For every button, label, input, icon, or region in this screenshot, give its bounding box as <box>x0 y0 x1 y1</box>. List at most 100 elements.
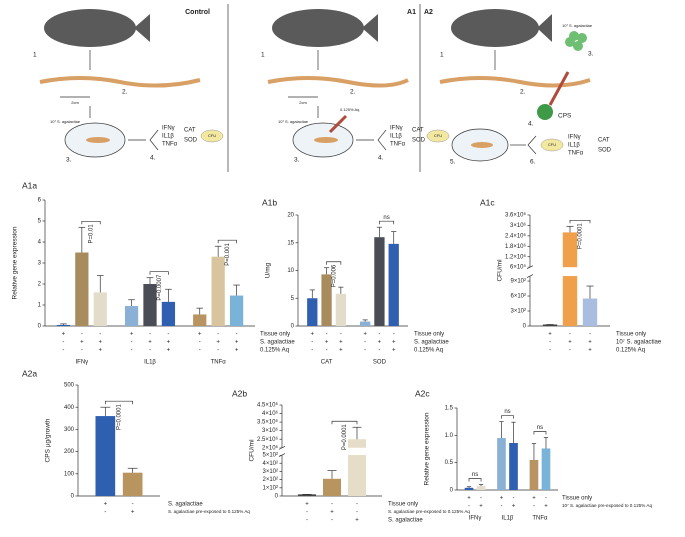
condition-sign: - <box>217 348 219 354</box>
annotation: P=0.006 <box>331 264 337 287</box>
treatment: 0.125% Aq <box>340 107 359 112</box>
y-tick-label: 6 <box>38 198 42 204</box>
condition-sign: + <box>479 504 483 510</box>
panel-title: A2b <box>232 388 247 398</box>
y-tick-label: 300 <box>64 427 75 433</box>
condition-label: Tissue only <box>414 332 444 338</box>
step: 2. <box>520 89 526 96</box>
step: 4. <box>378 155 384 162</box>
fish <box>451 9 539 47</box>
condition-sign: + <box>339 348 343 354</box>
condition-sign: + <box>235 348 239 354</box>
condition-sign: - <box>331 502 333 508</box>
condition-sign: + <box>104 502 108 508</box>
y-tick-label: 5 <box>291 296 295 302</box>
inoculum: 10⁷ S. agalactiae <box>50 119 81 124</box>
break-mark <box>526 265 534 269</box>
condition-sign: - <box>104 510 106 516</box>
y-axis-label: CPS µg/growth <box>45 418 52 462</box>
bar <box>582 298 598 326</box>
condition-sign: - <box>569 332 571 338</box>
condition-sign: - <box>513 496 515 502</box>
fish <box>272 9 364 47</box>
header: Control <box>185 9 210 16</box>
condition-label: 0.125% Aq <box>616 348 645 354</box>
bar <box>193 314 207 326</box>
y-tick-label: 400 <box>64 405 75 411</box>
syringe <box>328 114 348 134</box>
y-tick-label: 5 <box>38 219 42 225</box>
condition-sign: - <box>393 332 395 338</box>
group-label: IFNγ <box>469 516 482 522</box>
condition-sign: + <box>392 348 396 354</box>
condition-sign: + <box>99 348 103 354</box>
bar <box>75 252 89 326</box>
condition-sign: - <box>378 348 380 354</box>
condition-sign: + <box>62 332 66 338</box>
bar <box>95 416 116 496</box>
group-label: IL1β <box>144 360 156 366</box>
condition-sign: - <box>167 332 169 338</box>
condition-sign: + <box>548 332 552 338</box>
condition-label: 10⁷ S. agalactiae pre-exposed to 0.125% … <box>562 503 652 508</box>
marker: IL1β <box>390 134 402 140</box>
y-axis-label: CFU/ml <box>497 259 504 282</box>
condition-sign: - <box>545 496 547 502</box>
bar <box>122 472 143 496</box>
condition-sign: - <box>326 332 328 338</box>
bracket <box>379 220 395 225</box>
condition-sign: - <box>81 332 83 338</box>
condition-sign: - <box>331 518 333 524</box>
y-tick-label: 2×10² <box>262 477 278 483</box>
y-tick-label: 2×10⁶ <box>262 444 279 451</box>
y-tick-label: 500 <box>64 383 75 389</box>
y-tick-label: 1.5 <box>445 406 454 412</box>
annotation: P=0.0001 <box>117 404 123 431</box>
bracket <box>326 261 342 265</box>
antibody <box>149 129 159 151</box>
fish-tail <box>134 14 150 42</box>
group-label: CAT <box>321 360 333 366</box>
condition-sign: - <box>199 340 201 346</box>
y-tick-label: 10 <box>287 268 294 274</box>
condition-sign: - <box>549 348 551 354</box>
antibody <box>377 129 387 151</box>
condition-label: S. agalactiae pre-exposed to 0.125% Aq <box>388 509 470 514</box>
bacteria <box>573 41 583 51</box>
break-mark <box>278 445 286 450</box>
marker: IL1β <box>162 134 174 140</box>
count: CFU <box>208 133 216 138</box>
condition-sign: - <box>149 332 151 338</box>
condition-sign: - <box>199 348 201 354</box>
scale-label: 2cm <box>71 100 79 105</box>
bracket <box>468 478 482 482</box>
bar <box>229 295 244 326</box>
group-label: SOD <box>373 360 387 366</box>
inoculum: 10⁷ S. agalactiae <box>278 119 309 124</box>
y-tick-label: 3×10⁶ <box>262 427 279 434</box>
condition-sign: + <box>588 348 592 354</box>
y-axis-label: Relative gene expression <box>12 226 19 299</box>
bracket <box>217 239 237 244</box>
y-tick-label: 4×10² <box>262 461 278 467</box>
step: 1 <box>440 52 444 59</box>
intestine <box>39 76 201 88</box>
header: A1 <box>407 9 416 16</box>
condition-label: S. agalactiae pre-exposed to 0.125% Aq <box>168 509 250 514</box>
y-tick-label: 0 <box>38 324 42 330</box>
step: 3. <box>294 157 300 164</box>
condition-sign: + <box>216 340 220 346</box>
y-tick-label: 1.2×10⁶ <box>505 253 527 260</box>
step: 1 <box>33 52 37 59</box>
condition-label: Tissue only <box>562 496 592 502</box>
bar <box>529 459 539 490</box>
condition-sign: - <box>62 348 64 354</box>
y-axis-label: CFU/ml <box>249 439 256 462</box>
syringe <box>548 71 570 106</box>
condition-sign: - <box>149 348 151 354</box>
bracket <box>149 271 169 275</box>
condition-label: Tissue only <box>260 332 290 338</box>
marker: TNFα <box>568 151 584 157</box>
annotation: P=0.01 <box>89 224 95 244</box>
